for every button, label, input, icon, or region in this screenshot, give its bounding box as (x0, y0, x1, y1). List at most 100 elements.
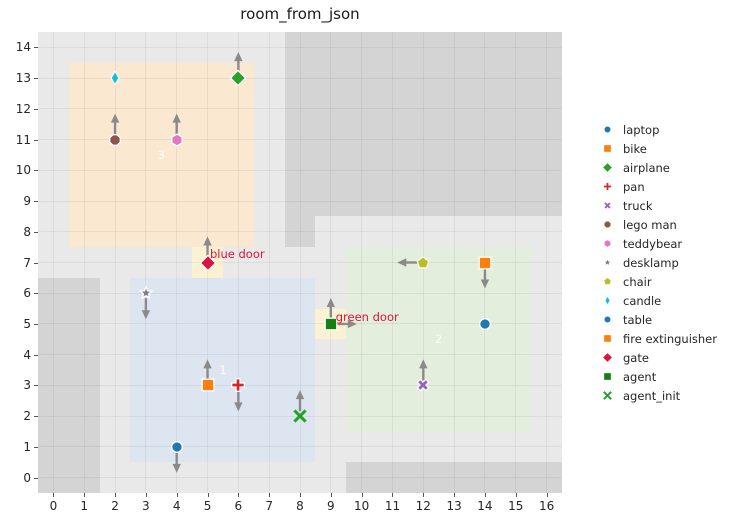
marker-desklamp (138, 285, 154, 300)
y-tick-mark-14 (34, 47, 38, 49)
room-label-2: 2 (435, 332, 443, 347)
y-tick-label-6: 6 (23, 286, 31, 301)
legend-marker-diamond-icon (596, 158, 618, 177)
legend-marker-star (602, 257, 612, 267)
x-tick-mark-1 (84, 493, 86, 497)
legend-label-fire-extinguisher: fire extinguisher (623, 331, 717, 346)
y-tick-mark-1 (34, 446, 38, 448)
x-tick-label-11: 11 (384, 499, 401, 513)
legend-item-fire-extinguisher: fire extinguisher (596, 329, 717, 348)
x-tick-mark-7 (269, 493, 271, 497)
gridline-y-13 (38, 77, 562, 79)
legend-marker-thindiamond-icon (596, 291, 618, 310)
legend-item-bike: bike (596, 139, 647, 158)
gridline-y-14 (38, 46, 562, 48)
x-tick-mark-13 (454, 493, 456, 497)
legend-label-lego-man: lego man (623, 217, 677, 232)
legend-item-pan: pan (596, 177, 645, 196)
x-tick-mark-3 (145, 493, 147, 497)
y-tick-mark-0 (34, 477, 38, 479)
y-tick-label-9: 9 (23, 194, 31, 209)
marker-fire-extinguisher (478, 256, 492, 269)
y-tick-label-12: 12 (15, 101, 31, 116)
marker-airplane (229, 69, 247, 87)
legend-marker-square-icon (596, 367, 618, 386)
gridline-x-9 (330, 32, 332, 493)
y-tick-label-7: 7 (23, 255, 31, 270)
y-tick-label-5: 5 (23, 316, 31, 331)
legend-marker-hexagon-icon (596, 234, 618, 253)
gridline-y-10 (38, 169, 562, 171)
legend-label-desklamp: desklamp (623, 255, 679, 270)
wall-region-left-wall (38, 277, 100, 493)
legend-marker-xline (602, 391, 612, 400)
gridline-x-7 (268, 32, 270, 493)
x-tick-mark-5 (207, 493, 209, 497)
legend-marker-thindiamond (603, 295, 611, 306)
gridline-x-1 (83, 32, 85, 493)
legend-label-teddybear: teddybear (623, 236, 683, 251)
room-label-3: 3 (157, 147, 165, 162)
legend-item-teddybear: teddybear (596, 234, 682, 253)
y-tick-mark-4 (34, 354, 38, 356)
legend-marker-square-icon (596, 329, 618, 348)
legend-marker-star-icon (596, 253, 618, 272)
gridline-y-5 (38, 323, 562, 325)
y-tick-mark-13 (34, 78, 38, 80)
gridline-x-6 (237, 32, 239, 493)
x-tick-mark-12 (423, 493, 425, 497)
legend-label-table: table (623, 312, 653, 327)
marker-gate (198, 253, 217, 272)
wall-region-bottom-right-wall (346, 462, 562, 493)
gridline-x-15 (515, 32, 517, 493)
legend-marker-circle (603, 315, 611, 324)
y-tick-mark-7 (34, 262, 38, 264)
legend-marker-octagon (603, 220, 611, 229)
legend-marker-plus-icon (596, 177, 618, 196)
legend-label-agent-init: agent_init (623, 388, 681, 403)
legend-label-airplane: airplane (623, 160, 670, 175)
gridline-x-11 (391, 32, 393, 493)
legend-label-bike: bike (623, 141, 647, 156)
legend-marker-hexagon (603, 239, 611, 248)
gridline-y-7 (38, 262, 562, 263)
x-tick-label-3: 3 (142, 499, 150, 513)
x-tick-label-4: 4 (172, 499, 181, 513)
gridline-y-12 (38, 108, 562, 110)
room-region-3 (68, 62, 254, 248)
legend-item-chair: chair (596, 272, 652, 291)
legend-label-truck: truck (623, 198, 653, 213)
gridline-x-10 (361, 32, 363, 493)
gridline-y-4 (38, 354, 562, 356)
legend-marker-circle-icon (596, 120, 618, 139)
y-tick-label-3: 3 (23, 378, 31, 393)
y-tick-mark-5 (34, 323, 38, 325)
legend-item-laptop: laptop (596, 120, 659, 139)
x-tick-mark-0 (53, 493, 55, 497)
gridline-y-1 (38, 446, 562, 448)
wall-region-top-right-wall (284, 32, 562, 217)
legend-label-pan: pan (623, 179, 645, 194)
legend-marker-square (602, 334, 612, 343)
x-tick-mark-16 (546, 493, 548, 497)
gridline-y-0 (38, 477, 562, 479)
y-tick-label-13: 13 (15, 71, 31, 86)
y-tick-label-14: 14 (15, 40, 31, 55)
legend-label-gate: gate (623, 350, 649, 365)
legend: laptop bike airplane pan truck lego man teddyb… (596, 0, 735, 528)
x-tick-label-1: 1 (80, 499, 89, 513)
gridline-x-4 (176, 32, 178, 493)
legend-marker-plus (602, 181, 612, 192)
x-tick-label-5: 5 (203, 499, 212, 513)
y-tick-label-0: 0 (23, 470, 31, 485)
legend-marker-xline-icon (596, 386, 618, 405)
legend-item-lego-man: lego man (596, 215, 677, 234)
gridline-y-6 (38, 292, 562, 294)
legend-marker-xfilled-icon (596, 196, 618, 215)
marker-lego-man (109, 133, 121, 146)
x-tick-label-14: 14 (477, 499, 493, 513)
room-region-2 (346, 247, 532, 432)
marker-truck (416, 378, 430, 393)
gridline-x-3 (145, 32, 147, 493)
